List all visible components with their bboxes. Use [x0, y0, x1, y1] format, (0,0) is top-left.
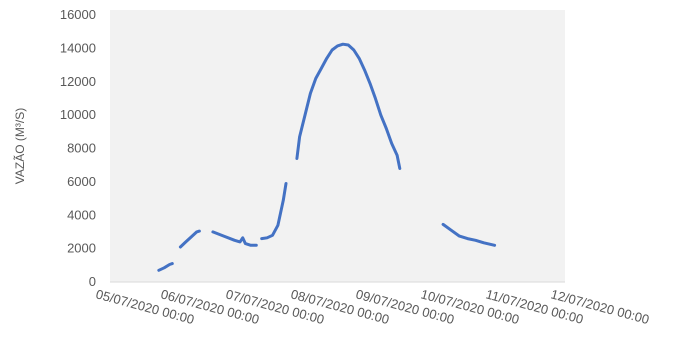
y-tick-label: 12000 — [60, 74, 96, 89]
y-tick-label: 16000 — [60, 7, 96, 22]
plot-area — [110, 10, 565, 282]
series-line-segment — [295, 42, 402, 170]
y-tick-label: 2000 — [67, 241, 96, 256]
y-tick-label: 8000 — [67, 141, 96, 156]
series-line-segment — [157, 262, 174, 272]
series-lines — [157, 42, 497, 272]
y-tick-label: 14000 — [60, 40, 96, 55]
y-axis-tick-labels: 0 2000 4000 6000 8000 10000 12000 14000 16000 — [60, 7, 96, 289]
series-line-segment — [441, 222, 497, 247]
y-tick-label: 4000 — [67, 207, 96, 222]
series-line-segment — [211, 230, 258, 247]
y-axis-title: VAZÃO (M³/S) — [13, 108, 27, 184]
y-tick-label: 10000 — [60, 107, 96, 122]
y-tick-label: 0 — [89, 274, 96, 289]
series-line-segment — [260, 182, 288, 241]
series-line-segment — [178, 229, 201, 249]
y-tick-label: 6000 — [67, 174, 96, 189]
